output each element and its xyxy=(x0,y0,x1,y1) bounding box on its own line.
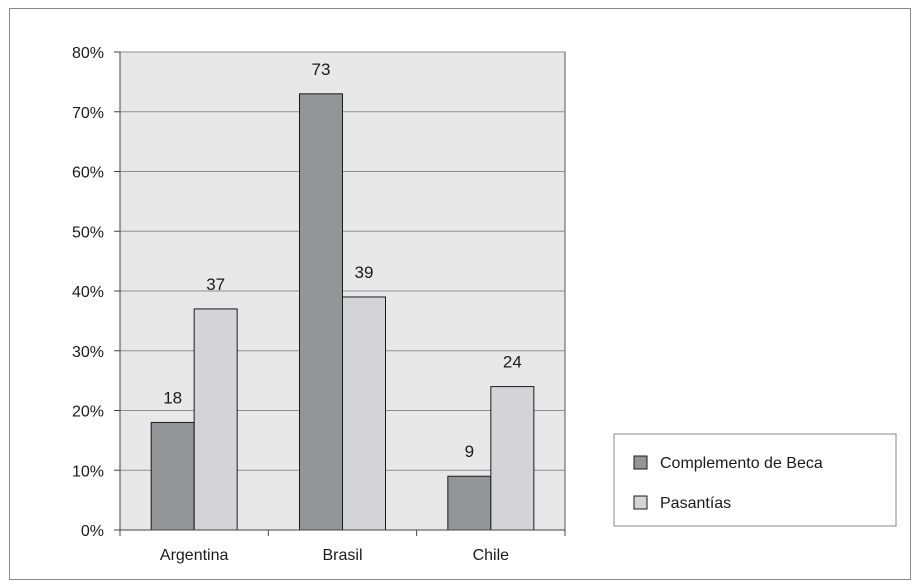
bar xyxy=(299,93,343,531)
data-label: 24 xyxy=(503,353,522,372)
y-tick-label: 40% xyxy=(72,284,104,301)
x-tick-label: Brasil xyxy=(322,547,362,564)
legend-swatch xyxy=(633,495,648,510)
x-axis-tick-labels: Argentina Brasil Chile xyxy=(160,547,509,564)
bar xyxy=(447,475,492,531)
y-tick-label: 30% xyxy=(72,344,104,361)
legend-label: Complemento de Beca xyxy=(660,455,823,472)
y-tick-label: 70% xyxy=(72,105,104,122)
data-label: 9 xyxy=(465,442,474,461)
x-tick-label: Argentina xyxy=(160,547,229,564)
data-label: 73 xyxy=(312,60,331,79)
legend-swatch xyxy=(633,455,648,470)
legend-label: Pasantías xyxy=(660,495,731,512)
x-tick-label: Chile xyxy=(473,547,510,564)
bar xyxy=(150,421,195,531)
y-tick-label: 60% xyxy=(72,165,104,182)
axes xyxy=(114,51,566,536)
y-tick-label: 50% xyxy=(72,224,104,241)
bar xyxy=(342,296,386,531)
y-axis-tick-labels: 0% 10% 20% 30% 40% 50% 60% 70% 80% xyxy=(72,45,104,540)
data-labels: 18 37 73 39 9 24 xyxy=(163,60,522,461)
data-label: 18 xyxy=(163,388,182,407)
data-label: 39 xyxy=(355,263,374,282)
legend: Complemento de Beca Pasantías xyxy=(613,433,897,527)
data-label: 37 xyxy=(206,275,225,294)
y-tick-label: 20% xyxy=(72,404,104,421)
legend-box xyxy=(613,433,897,527)
bars xyxy=(150,93,535,531)
bar xyxy=(490,386,535,531)
bar xyxy=(193,308,238,531)
y-tick-label: 10% xyxy=(72,463,104,480)
y-tick-label: 0% xyxy=(81,523,104,540)
y-tick-label: 80% xyxy=(72,45,104,62)
